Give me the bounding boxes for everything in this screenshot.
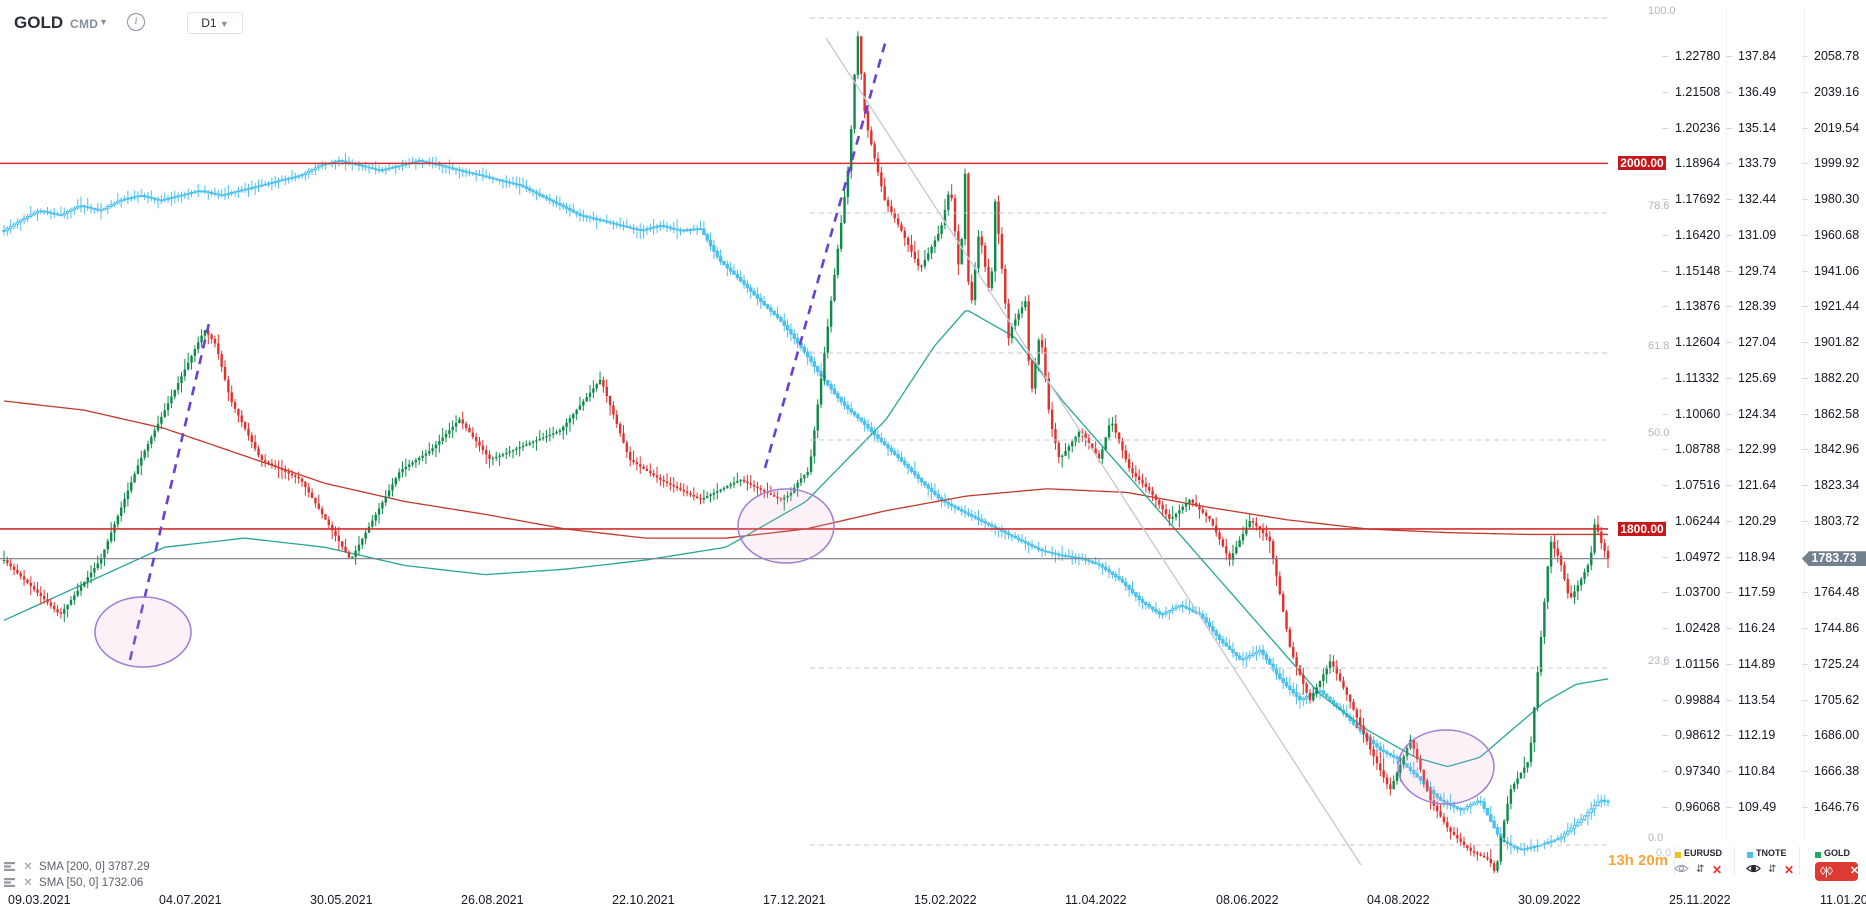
svg-text:23.6: 23.6	[1648, 655, 1669, 667]
svg-text:0.0: 0.0	[1648, 832, 1663, 844]
svg-text:78.6: 78.6	[1648, 200, 1669, 212]
svg-text:100.0: 100.0	[1648, 5, 1676, 17]
svg-text:50.0: 50.0	[1648, 427, 1669, 439]
